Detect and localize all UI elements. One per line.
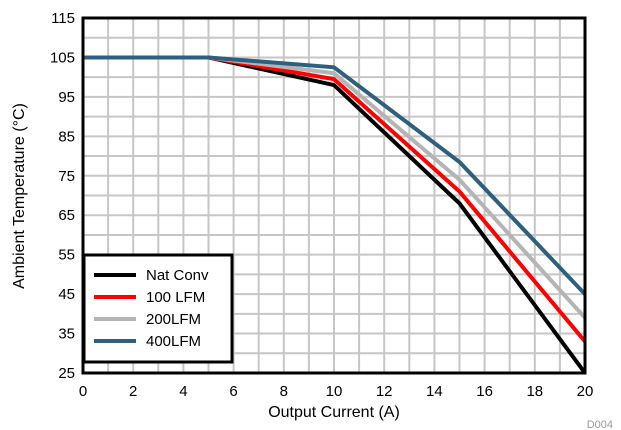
x-tick-label: 4	[179, 383, 187, 400]
x-tick-label: 10	[326, 383, 343, 400]
y-tick-label: 85	[58, 128, 75, 145]
y-tick-label: 45	[58, 286, 75, 303]
legend-box	[82, 253, 234, 364]
y-axis-title: Ambient Temperature (°C)	[11, 103, 28, 289]
y-tick-labels: 25 35 45 55 65 75 85 95 105 115	[50, 10, 75, 382]
x-tick-label: 2	[129, 383, 137, 400]
series-line-400lfm	[83, 55, 585, 296]
legend-label-nat-conv: Nat Conv	[146, 267, 209, 284]
legend-label-100-lfm: 100 LFM	[146, 289, 205, 306]
x-axis-title: Output Current (A)	[268, 404, 400, 421]
x-tick-label: 20	[577, 383, 594, 400]
legend-label-400lfm: 400LFM	[146, 333, 201, 350]
legend: Nat Conv 100 LFM 200LFM 400LFM	[82, 253, 234, 364]
series-lines	[83, 55, 585, 373]
y-tick-label: 105	[50, 49, 75, 66]
x-tick-label: 6	[229, 383, 237, 400]
y-tick-label: 55	[58, 247, 75, 264]
x-tick-label: 0	[79, 383, 87, 400]
grid	[82, 17, 586, 374]
y-tick-label: 75	[58, 168, 75, 185]
x-tick-label: 8	[280, 383, 288, 400]
x-tick-label: 16	[476, 383, 493, 400]
x-tick-labels: 0 2 4 6 8 10 12 14 16 18 20	[79, 383, 594, 400]
y-tick-label: 35	[58, 326, 75, 343]
plot-frame	[81, 16, 587, 375]
legend-label-200lfm: 200LFM	[146, 311, 201, 328]
y-tick-label: 115	[51, 10, 75, 27]
y-tick-label: 65	[58, 207, 75, 224]
x-tick-label: 12	[376, 383, 393, 400]
x-tick-label: 14	[426, 383, 443, 400]
figure-id: D004	[587, 419, 613, 430]
x-tick-label: 18	[526, 383, 543, 400]
y-tick-label: 25	[58, 365, 75, 382]
y-tick-label: 95	[58, 89, 75, 106]
